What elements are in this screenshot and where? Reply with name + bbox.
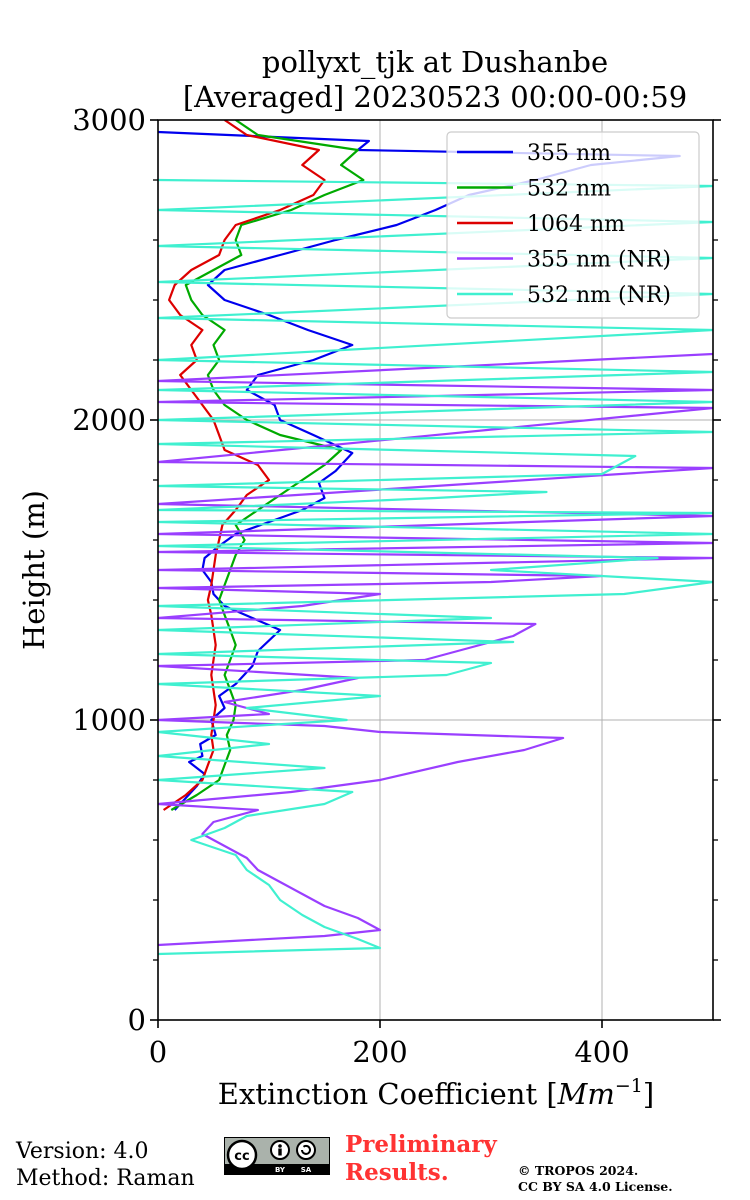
series-line-2 [162, 120, 326, 811]
preliminary-line1: Preliminary [345, 1131, 497, 1158]
plot-frame [157, 119, 714, 1021]
y-tick-label-1000: 1000 [72, 703, 146, 737]
preliminary-line2: Results. [345, 1159, 449, 1186]
footer-info: Version: 4.0 Method: Raman [16, 1138, 195, 1192]
series-line-1 [170, 120, 365, 811]
series-line-4 [158, 178, 713, 956]
y-tick-label-2000: 2000 [72, 403, 146, 437]
method-text: Method: Raman [16, 1166, 195, 1191]
y-tick-label-3000: 3000 [72, 103, 146, 137]
series-group [158, 120, 713, 956]
by-label: BY [275, 1166, 286, 1174]
extinction-profile-chart: pollyxt_tjk at Dushanbe [Averaged] 20230… [17, 45, 721, 1111]
x-axis-label-close: ] [643, 1077, 654, 1111]
x-tick-label-0: 0 [149, 1035, 167, 1069]
x-axis-label-unit: Mm [557, 1077, 615, 1111]
series-line-0 [158, 130, 681, 811]
x-tick-label-400: 400 [574, 1035, 629, 1069]
preliminary-notice: Preliminary Results. [345, 1131, 497, 1187]
svg-text:cc: cc [234, 1149, 249, 1164]
legend-box [446, 131, 700, 319]
legend-label-2: 1064 nm [527, 212, 625, 237]
legend-label-1: 532 nm [527, 177, 611, 202]
legend-label-0: 355 nm [527, 141, 611, 166]
legend: 355 nm 532 nm 1064 nm 355 nm (NR) 532 nm (NR… [446, 131, 700, 319]
sa-icon [296, 1140, 316, 1160]
copyright-line1: © TROPOS 2024. [518, 1163, 639, 1178]
chart-subtitle: [Averaged] 20230523 00:00-00:59 [183, 80, 687, 114]
copyright-notice: © TROPOS 2024. CC BY SA 4.0 License. [518, 1163, 673, 1195]
y-tick-label-0: 0 [128, 1003, 146, 1037]
x-tick-label-200: 200 [352, 1035, 407, 1069]
version-text: Version: 4.0 [16, 1139, 149, 1164]
axis-ticks: 0 200 400 0 1000 2000 3000 [72, 103, 721, 1069]
x-axis-label: Extinction Coefficient [Mm−1] [218, 1075, 654, 1111]
copyright-line2: CC BY SA 4.0 License. [518, 1179, 673, 1194]
cc-icon [226, 1139, 258, 1171]
chart-title: pollyxt_tjk at Dushanbe [262, 45, 608, 80]
cc-by-sa-logo: cc BY SA [224, 1137, 330, 1175]
sa-label: SA [301, 1166, 312, 1174]
y-axis-label: Height (m) [17, 490, 51, 650]
legend-label-3: 355 nm (NR) [527, 248, 671, 273]
x-axis-label-sup: −1 [615, 1075, 643, 1097]
x-axis-label-main: Extinction Coefficient [ [218, 1077, 558, 1111]
legend-label-4: 532 nm (NR) [527, 283, 671, 308]
